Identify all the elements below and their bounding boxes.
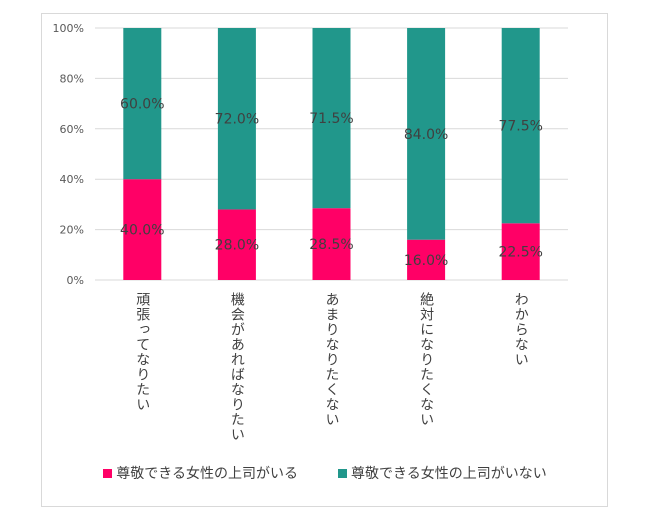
- y-tick-label: 40%: [60, 173, 84, 186]
- legend-item-has-boss: 尊敬できる女性の上司がいる: [103, 463, 298, 483]
- bar-segment: [123, 28, 162, 180]
- y-tick-label: 100%: [53, 22, 84, 35]
- category-label: 機会があればなりたい: [228, 292, 245, 442]
- bar-segment: [312, 28, 351, 209]
- bar-segment: [217, 28, 256, 210]
- data-label: 16.0%: [404, 253, 448, 269]
- bar-segment: [501, 223, 540, 280]
- category-label: あまりなりたくない: [323, 292, 340, 427]
- y-tick-label: 80%: [60, 72, 84, 85]
- y-tick-label: 20%: [60, 224, 84, 237]
- legend-swatch: [103, 468, 113, 478]
- bar-segment: [407, 239, 446, 280]
- category-label: 絶対になりたくない: [418, 292, 435, 427]
- legend-item-no-boss: 尊敬できる女性の上司がいない: [338, 463, 547, 483]
- bar-segment: [407, 28, 446, 240]
- data-label: 60.0%: [120, 97, 164, 113]
- data-label: 28.5%: [309, 237, 353, 253]
- data-label: 28.0%: [215, 238, 259, 254]
- y-tick-label: 60%: [60, 123, 84, 136]
- data-label: 77.5%: [498, 119, 542, 135]
- y-tick-label: 0%: [67, 274, 84, 287]
- data-label: 72.0%: [215, 112, 259, 128]
- category-label: わからない: [512, 292, 529, 367]
- data-label: 71.5%: [309, 111, 353, 127]
- legend-label: 尊敬できる女性の上司がいない: [351, 466, 547, 482]
- category-label: 頑張ってなりたい: [134, 292, 151, 412]
- chart-frame: [41, 13, 608, 507]
- bar-segment: [312, 208, 351, 280]
- data-label: 40.0%: [120, 223, 164, 239]
- legend-swatch: [338, 468, 347, 478]
- data-label: 84.0%: [404, 127, 448, 143]
- data-label: 22.5%: [498, 245, 542, 261]
- bar-segment: [217, 209, 256, 280]
- legend-label: 尊敬できる女性の上司がいる: [116, 466, 298, 482]
- legend: 尊敬できる女性の上司がいる 尊敬できる女性の上司がいない: [0, 463, 650, 483]
- bar-segment: [123, 179, 162, 280]
- bar-segment: [501, 28, 540, 224]
